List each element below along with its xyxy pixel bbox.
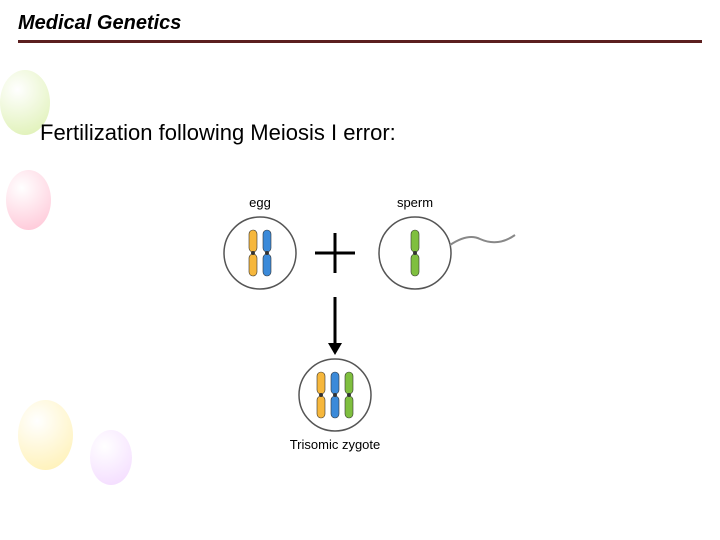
decor-balloon xyxy=(6,170,51,230)
fertilization-diagram: egg sperm Trisomic zygote xyxy=(200,195,540,455)
sperm-label: sperm xyxy=(397,195,433,210)
egg-cell xyxy=(224,217,296,289)
zygote-label: Trisomic zygote xyxy=(290,437,381,452)
subtitle: Fertilization following Meiosis I error: xyxy=(40,120,396,146)
header-rule xyxy=(18,40,702,43)
decor-balloon xyxy=(18,400,73,470)
decor-balloon xyxy=(90,430,132,485)
sperm-tail xyxy=(450,235,515,245)
arrow-down-icon xyxy=(328,297,342,355)
page-title: Medical Genetics xyxy=(18,12,181,35)
egg-label: egg xyxy=(249,195,271,210)
plus-icon xyxy=(315,233,355,273)
zygote-chromosomes xyxy=(317,372,353,418)
